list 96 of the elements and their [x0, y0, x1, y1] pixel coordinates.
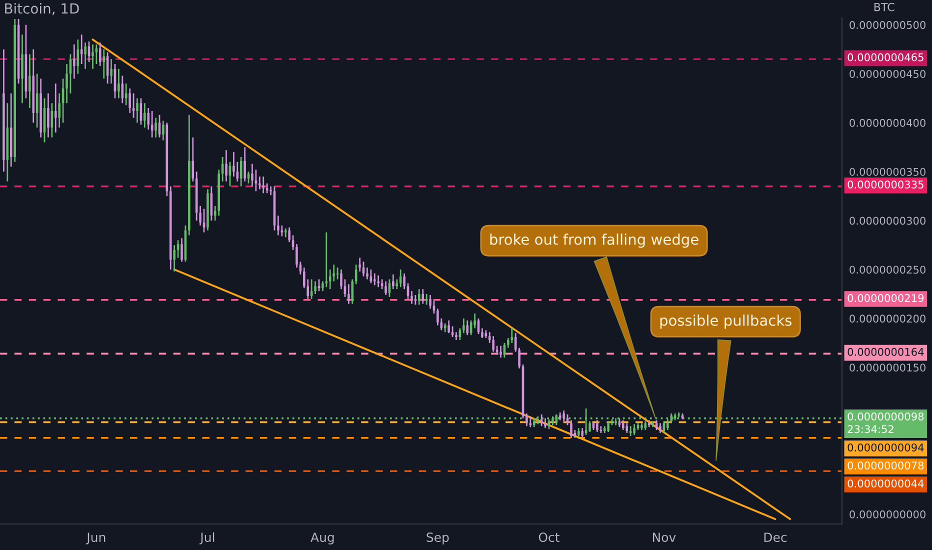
x-tick-label: Jun [86, 532, 106, 544]
candlestick [500, 345, 502, 358]
candlestick [99, 42, 102, 67]
ref-line-label: 0.0000000078 [848, 461, 924, 470]
y-tick-label: 0.0000000450 [850, 70, 926, 78]
candlestick [436, 308, 439, 326]
y-tick-label: 0.0000000400 [850, 118, 926, 127]
candlestick [124, 82, 128, 106]
ref-line-label: 0.0000000098 23:34:52 [848, 412, 924, 434]
y-tick-label: 0.0000000200 [850, 314, 926, 323]
candlestick [358, 257, 361, 272]
candlestick [144, 102, 146, 128]
x-tick-label: Aug [310, 532, 334, 544]
y-tick-label: 0.0000000250 [850, 266, 926, 274]
candlestick [84, 42, 86, 70]
candlestick [351, 278, 354, 304]
candlestick [180, 238, 183, 262]
candlestick [340, 268, 342, 290]
candlestick [366, 266, 368, 280]
candlestick [410, 290, 413, 304]
candlestick [136, 98, 138, 124]
candlestick [58, 92, 60, 128]
ref-line-label: 0.0000000094 [848, 443, 924, 452]
candlestick [147, 107, 150, 130]
candlestick [110, 58, 112, 84]
candlestick [192, 136, 194, 182]
candlestick [626, 422, 628, 434]
candlestick [418, 288, 420, 306]
candlestick [162, 120, 164, 142]
candlestick [622, 420, 624, 431]
candlestick [28, 54, 31, 109]
y-tick-label: 0.0000000350 [850, 168, 926, 176]
candlestick [277, 215, 280, 236]
candlestick [462, 318, 465, 334]
candlestick [240, 156, 242, 188]
y-tick-label: 0.0000000000 [850, 510, 926, 518]
candlestick [633, 423, 636, 436]
candlestick [659, 422, 662, 434]
candlestick [596, 420, 598, 433]
annotation: possible pullbacks [660, 314, 792, 329]
candlestick [173, 244, 176, 272]
x-tick-label: Nov [652, 532, 676, 542]
ref-line-label: 0.0000000219 [848, 294, 924, 302]
candlestick [92, 44, 94, 70]
candlestick [448, 320, 450, 334]
candlestick [73, 44, 76, 80]
y-tick-label: 0.0000000500 [850, 21, 926, 30]
y-axis-title: BTC [874, 2, 894, 12]
ref-line-label: 0.0000000164 [848, 348, 924, 356]
candlestick [76, 38, 80, 74]
ref-line-label: 0.0000000044 [848, 479, 924, 488]
chart-title: Bitcoin, 1D [5, 3, 79, 16]
ref-line-label: 0.0000000465 [848, 53, 924, 62]
candlestick [384, 280, 387, 296]
candlestick [403, 272, 406, 290]
candlestick [562, 410, 565, 422]
candlestick [54, 82, 57, 134]
candlestick [466, 320, 469, 336]
candlestick [328, 268, 332, 290]
candlestick [348, 284, 350, 304]
candlestick [396, 278, 398, 290]
candlestick [288, 226, 290, 243]
candlestick [225, 149, 228, 182]
candlestick [510, 328, 514, 344]
candlestick [392, 274, 394, 290]
y-tick-label: 0.0000000300 [850, 216, 926, 225]
candlestick [102, 48, 106, 80]
y-tick-label: 0.0000000150 [850, 364, 926, 372]
candlestick [481, 328, 484, 339]
candlestick [570, 420, 572, 439]
candlestick [429, 294, 432, 310]
candlestick [118, 68, 120, 99]
candlestick [80, 34, 83, 65]
candlestick [581, 427, 584, 439]
candlestick [544, 418, 546, 429]
x-tick-label: Sep [426, 532, 449, 544]
candlestick [262, 176, 265, 194]
candlestick [373, 272, 376, 286]
candlestick [232, 151, 235, 178]
candlestick [251, 163, 254, 188]
candlestick [154, 117, 157, 138]
x-tick-label: Dec [764, 532, 787, 542]
candlestick [244, 146, 246, 182]
x-tick-label: Jul [200, 532, 214, 544]
candlestick [526, 412, 528, 427]
candlestick [607, 420, 610, 433]
annotation: broke out from falling wedge [490, 234, 698, 248]
candlestick [492, 335, 494, 352]
candlestick [422, 288, 424, 304]
x-tick-label: Oct [538, 532, 560, 542]
ref-line-label: 0.0000000335 [848, 180, 924, 189]
candlestick [296, 243, 298, 268]
candlestick [128, 88, 131, 114]
candlestick [258, 176, 261, 190]
candlestick [47, 92, 50, 138]
candlestick [314, 280, 316, 295]
